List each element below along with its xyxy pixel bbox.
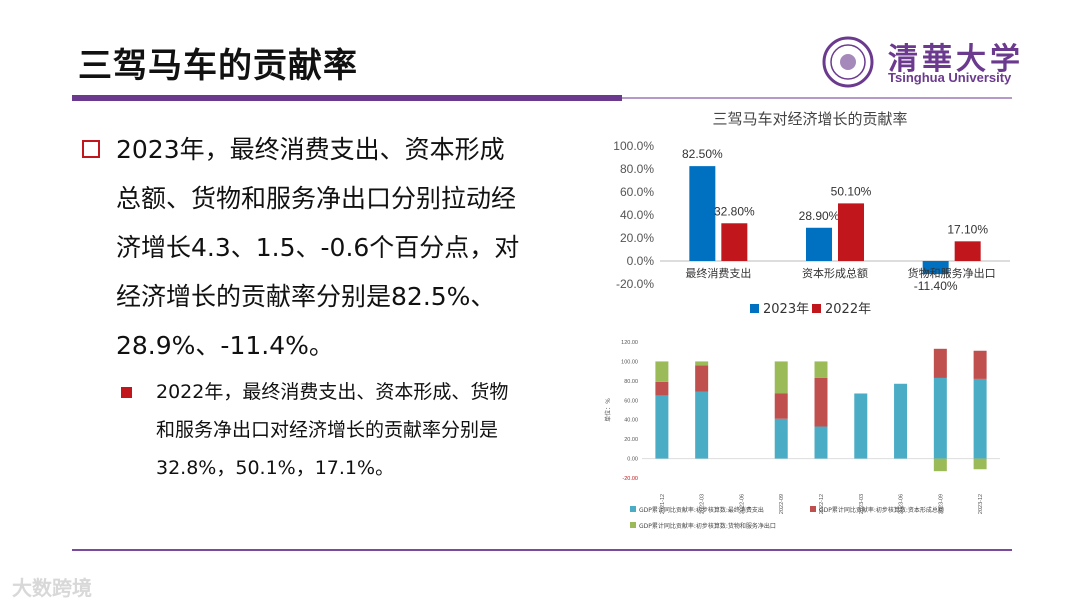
legend-swatch — [810, 506, 816, 512]
legend-label: GDP累计同比贡献率:初步核算数:货物和服务净出口 — [639, 522, 776, 530]
data-label: 28.90% — [799, 209, 840, 223]
logo-english-text: Tsinghua University — [888, 70, 1012, 85]
x-tick-label: 2023-06 — [899, 494, 905, 514]
bar-2023年 — [806, 227, 832, 261]
legend-swatch — [750, 304, 759, 313]
y-tick-label: -20.0% — [616, 277, 654, 291]
category-label: 货物和服务净出口 — [908, 266, 996, 280]
x-tick-label: 2021-12 — [660, 494, 666, 514]
stacked-segment — [774, 361, 788, 394]
watermark: 大数跨境 — [12, 576, 92, 600]
sub-bullet-text: 2022年，最终消费支出、资本形成、货物和服务净出口对经济增长的贡献率分别是32… — [156, 381, 509, 479]
stacked-segment — [814, 361, 828, 378]
slide-title: 三驾马车的贡献率 — [78, 46, 358, 86]
y-tick-label: 20.00 — [624, 437, 638, 443]
stacked-segment — [854, 393, 868, 459]
y-tick-label: 20.0% — [620, 231, 654, 245]
y-tick-label: 40.00 — [624, 418, 638, 424]
y-tick-label: 60.0% — [620, 185, 654, 199]
x-tick-label: 2023-03 — [859, 494, 865, 514]
stacked-segment — [695, 361, 709, 366]
y-tick-label: 100.00 — [621, 359, 638, 365]
y-tick-label: 0.00 — [627, 457, 638, 463]
stacked-segment — [894, 383, 908, 459]
legend-label: 2022年 — [825, 302, 871, 317]
stacked-segment — [814, 377, 828, 427]
stacked-segment — [814, 426, 828, 459]
y-tick-label: 120.00 — [621, 340, 638, 346]
legend-swatch — [630, 522, 636, 528]
x-tick-label: 2022-12 — [819, 494, 825, 514]
data-label: 32.80% — [714, 204, 755, 218]
y-tick-label: 0.0% — [627, 254, 655, 268]
stacked-segment — [695, 365, 709, 392]
y-tick-label: 100.0% — [613, 139, 654, 153]
logo-chinese-text: 清華大学 — [888, 42, 1024, 77]
stacked-segment — [774, 418, 788, 459]
y-tick-label: 80.0% — [620, 162, 654, 176]
x-tick-label: 2022-03 — [700, 494, 706, 514]
stacked-segment — [973, 458, 987, 470]
main-bullet-text: 2023年，最终消费支出、资本形成总额、货物和服务净出口分别拉动经济增长4.3、… — [116, 135, 520, 360]
y-axis-label: 单位：% — [604, 398, 612, 422]
quarterly-stacked-bar-chart: -20.00 0.00 20.00 40.00 60.00 80.00 100.00 120.… — [604, 340, 1000, 530]
hollow-square-bullet-icon — [82, 140, 100, 158]
legend-label: 2023年 — [763, 302, 809, 317]
stacked-segment — [655, 361, 669, 382]
filled-square-bullet-icon — [121, 387, 132, 398]
x-tick-label: 2023-09 — [938, 494, 944, 514]
title-underline — [72, 95, 622, 101]
x-tick-label: 2023-12 — [978, 494, 984, 514]
data-label: 50.10% — [831, 184, 872, 198]
stacked-segment — [655, 381, 669, 396]
data-label: -11.40% — [914, 279, 958, 293]
title-underline-thin — [622, 97, 1012, 99]
bar-2022年 — [954, 241, 981, 261]
stacked-segment — [933, 348, 947, 378]
data-label: 17.10% — [947, 222, 988, 236]
legend-swatch — [630, 506, 636, 512]
stacked-segment — [933, 458, 947, 472]
footer-rule — [72, 549, 1012, 551]
stacked-segment — [973, 350, 987, 379]
bar-2022年 — [721, 223, 748, 261]
legend-swatch — [812, 304, 821, 313]
bar-2023年 — [922, 261, 949, 275]
stacked-segment — [973, 378, 987, 459]
chart-title: 三驾马车对经济增长的贡献率 — [712, 110, 907, 128]
x-tick-label: 2022-09 — [779, 494, 785, 514]
category-label: 最终消费支出 — [685, 266, 751, 280]
bar-2022年 — [838, 203, 864, 261]
tsinghua-seal-icon — [822, 36, 874, 88]
stacked-segment — [655, 395, 669, 459]
x-tick-label: 2022-06 — [739, 494, 745, 514]
category-label: 资本形成总额 — [802, 266, 868, 280]
contribution-bar-chart: 三驾马车对经济增长的贡献率 -20.0% 0.0% 20.0% 40.0% 60.0% 80… — [613, 110, 1010, 317]
y-tick-label: 60.00 — [624, 398, 638, 404]
bar-2023年 — [689, 166, 716, 261]
stacked-segment — [933, 377, 947, 459]
y-tick-label: 80.00 — [624, 379, 638, 385]
legend-label: GDP累计同比贡献率:初步核算数:资本形成总额 — [819, 506, 944, 514]
legend-label: GDP累计同比贡献率:初步核算数:最终消费支出 — [639, 506, 764, 514]
data-label: 82.50% — [682, 147, 723, 161]
y-tick-label: 40.0% — [620, 208, 654, 222]
stacked-segment — [774, 393, 788, 419]
stacked-segment — [695, 391, 709, 459]
y-tick-label: -20.00 — [622, 476, 638, 482]
